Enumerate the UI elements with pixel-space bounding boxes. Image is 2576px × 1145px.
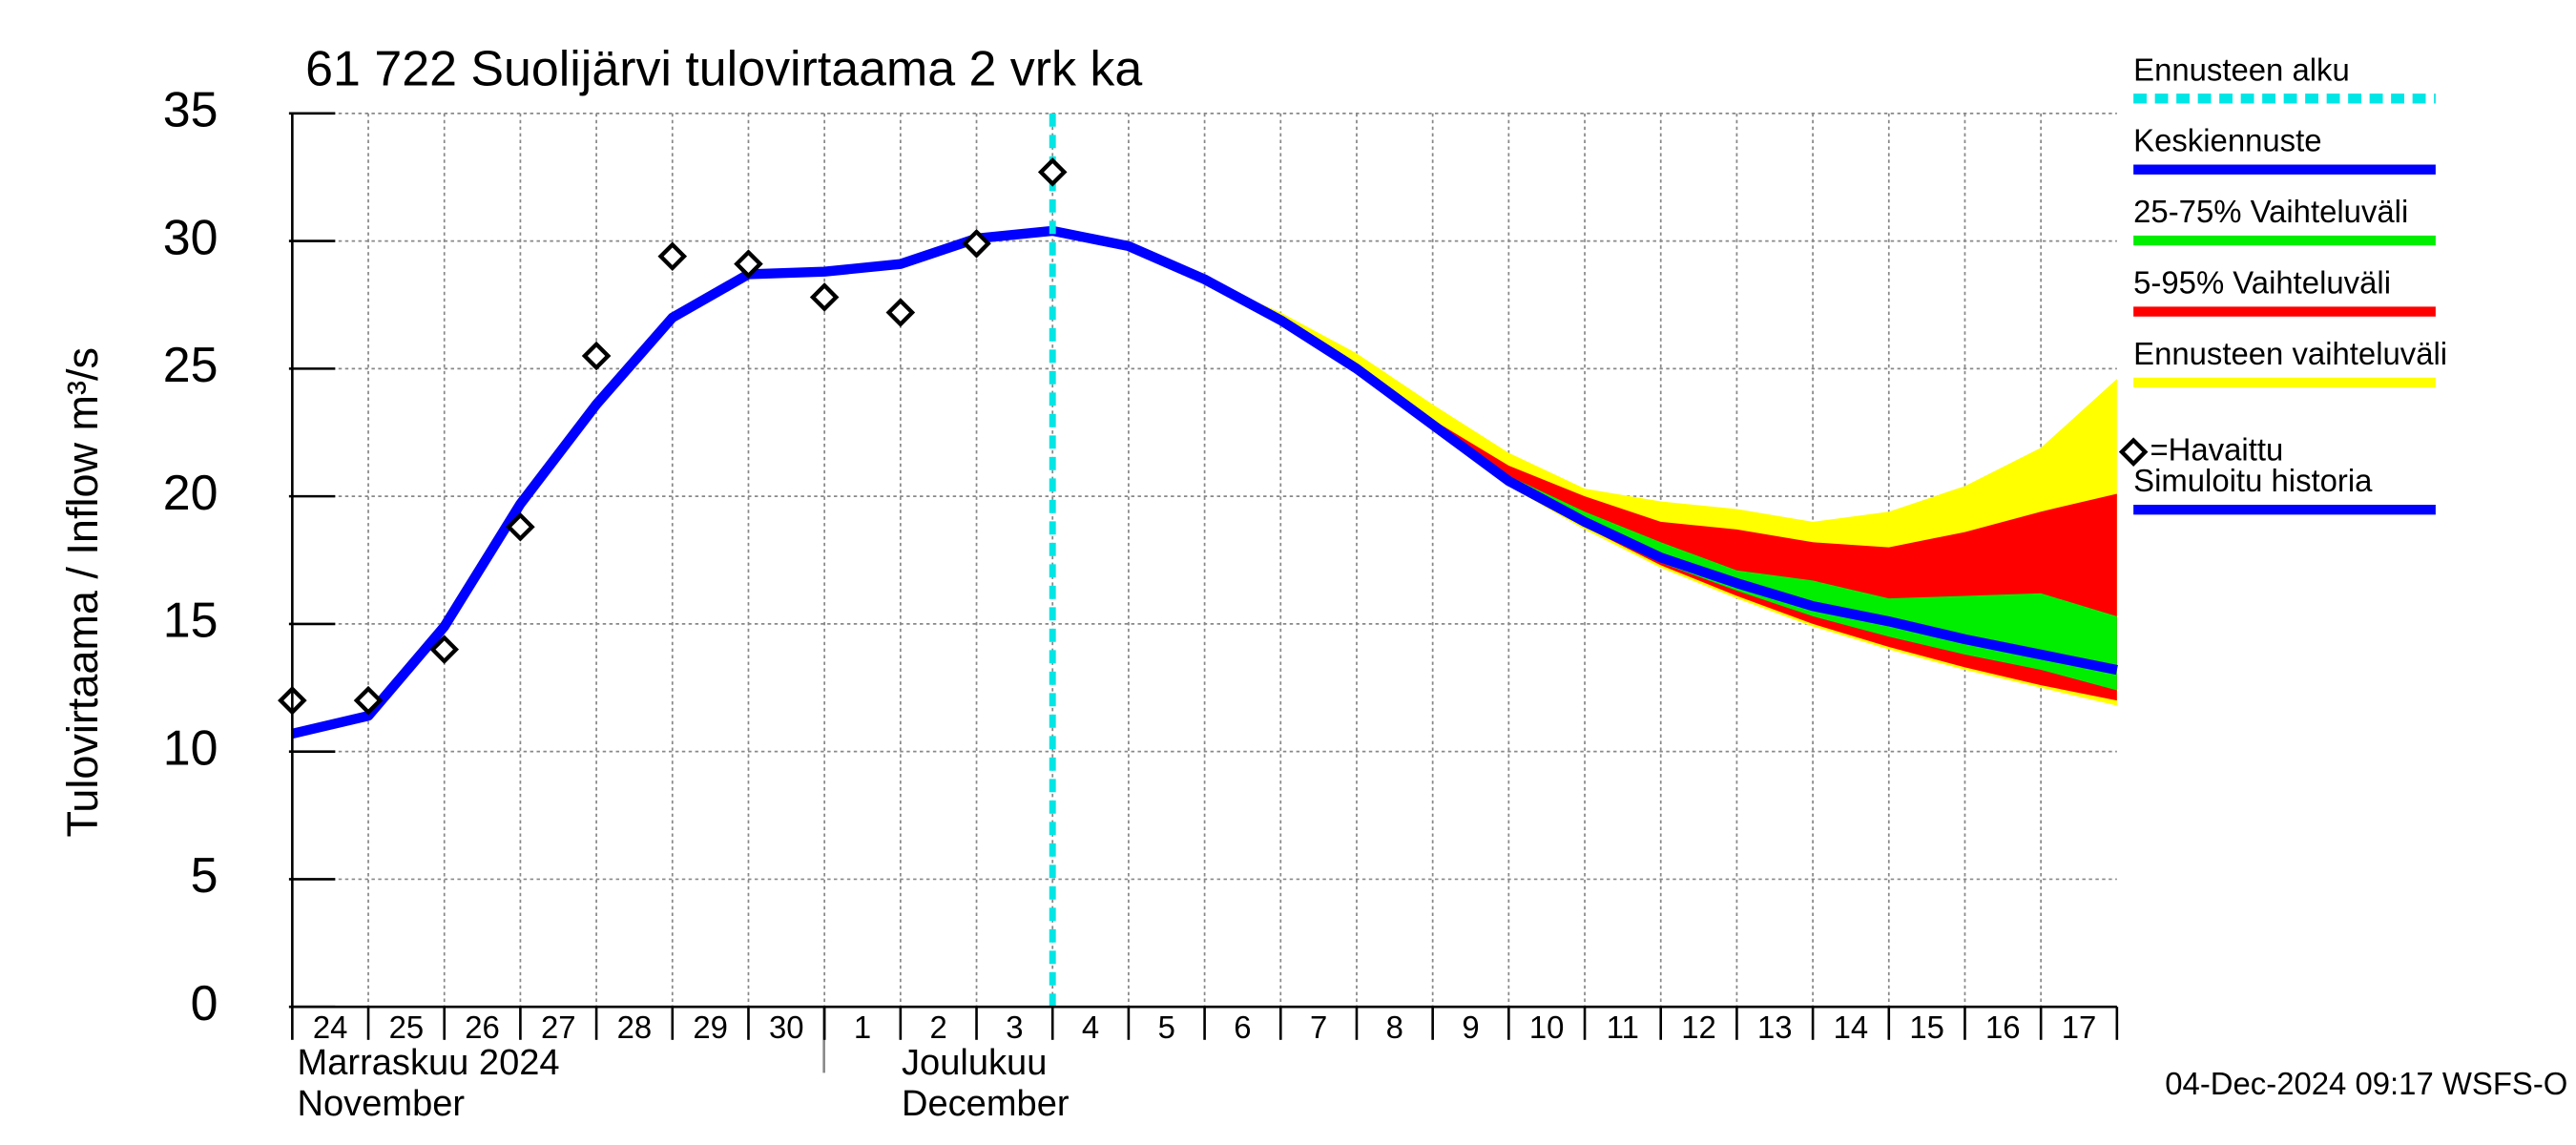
x-tick-label: 24 <box>313 1010 348 1045</box>
x-tick-label: 15 <box>1909 1010 1944 1045</box>
x-tick-label: 12 <box>1681 1010 1716 1045</box>
forecast-band <box>1052 230 2117 701</box>
y-tick-label: 30 <box>163 210 218 265</box>
series-line <box>1051 225 2118 676</box>
legend-label: Simuloitu historia <box>2133 463 2373 498</box>
observed-marker <box>734 249 763 279</box>
legend-label: Keskiennuste <box>2133 123 2321 158</box>
x-tick-label: 7 <box>1310 1010 1327 1045</box>
x-tick-label: 14 <box>1834 1010 1869 1045</box>
y-tick-label: 25 <box>163 338 218 393</box>
chart-title: 61 722 Suolijärvi tulovirtaama 2 vrk ka <box>305 41 1142 96</box>
y-tick-label: 20 <box>163 466 218 521</box>
y-tick-label: 5 <box>191 848 218 904</box>
observed-marker <box>657 241 688 271</box>
month-label: November <box>298 1084 466 1124</box>
y-tick-label: 35 <box>163 83 218 138</box>
x-tick-label: 13 <box>1757 1010 1793 1045</box>
x-tick-label: 3 <box>1006 1010 1023 1045</box>
legend-label: =Havaittu <box>2150 431 2283 467</box>
month-label: Joulukuu <box>902 1043 1047 1083</box>
y-tick-label: 0 <box>191 976 218 1031</box>
observed-marker <box>581 341 612 371</box>
x-tick-label: 9 <box>1462 1010 1479 1045</box>
legend-label: 25-75% Vaihteluväli <box>2133 194 2408 229</box>
x-tick-label: 29 <box>693 1010 728 1045</box>
x-tick-label: 6 <box>1234 1010 1251 1045</box>
month-label: Marraskuu 2024 <box>298 1043 560 1083</box>
legend-label: Ennusteen alku <box>2133 52 2350 87</box>
x-tick-label: 5 <box>1158 1010 1175 1045</box>
x-tick-label: 17 <box>2062 1010 2097 1045</box>
observed-marker <box>809 282 840 312</box>
series-line <box>291 225 1053 739</box>
observed-marker <box>506 511 535 542</box>
observed-marker <box>353 685 384 716</box>
x-tick-label: 26 <box>465 1010 500 1045</box>
observed-marker <box>1037 157 1068 187</box>
x-tick-label: 28 <box>617 1010 653 1045</box>
observed-marker <box>429 635 460 664</box>
legend-label: 5-95% Vaihteluväli <box>2133 265 2391 301</box>
observed-marker <box>885 298 916 327</box>
legend-marker <box>2118 437 2149 467</box>
y-axis-label: Tulovirtaama / Inflow m³/s <box>58 347 107 837</box>
observed-marker <box>962 228 991 259</box>
x-tick-label: 10 <box>1529 1010 1565 1045</box>
x-tick-label: 30 <box>769 1010 804 1045</box>
x-tick-label: 8 <box>1386 1010 1403 1045</box>
legend-label: Ennusteen vaihteluväli <box>2133 336 2447 371</box>
x-tick-label: 1 <box>854 1010 871 1045</box>
footer: 04-Dec-2024 09:17 WSFS-O <box>2165 1066 2567 1101</box>
y-tick-label: 10 <box>163 720 218 776</box>
month-label: December <box>902 1084 1070 1124</box>
y-tick-label: 15 <box>163 593 218 649</box>
x-tick-label: 11 <box>1607 1010 1639 1045</box>
x-tick-label: 27 <box>541 1010 576 1045</box>
x-tick-label: 4 <box>1082 1010 1099 1045</box>
x-tick-label: 2 <box>930 1010 947 1045</box>
x-tick-label: 16 <box>1985 1010 2021 1045</box>
x-tick-label: 25 <box>389 1010 425 1045</box>
